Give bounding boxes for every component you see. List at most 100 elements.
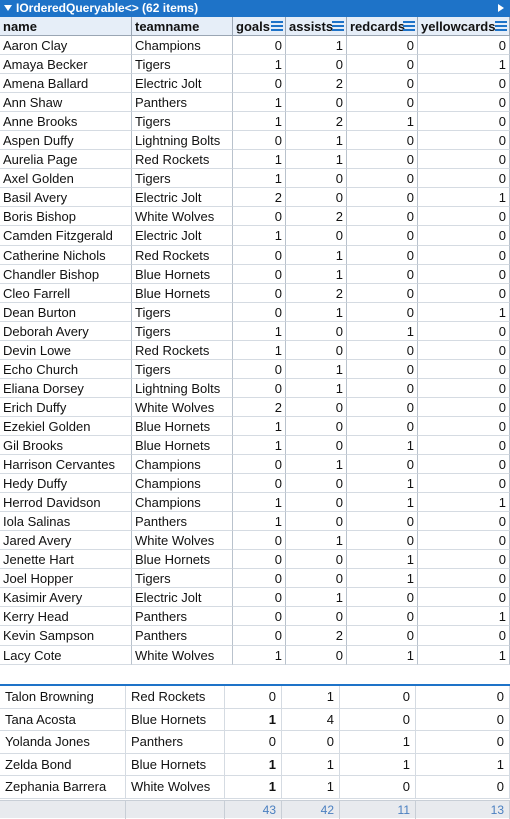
column-menu-icon[interactable] [403,21,415,32]
table-row[interactable]: Chandler Bishop Blue Hornets 0 1 0 0 [0,264,510,284]
table-row[interactable]: Jared Avery White Wolves 0 1 0 0 [0,531,510,551]
cell-assists: 4 [282,708,340,731]
cell-redcards: 1 [347,645,418,665]
table-row[interactable]: Kasimir Avery Electric Jolt 0 1 0 0 [0,588,510,608]
table-row[interactable]: Eliana Dorsey Lightning Bolts 0 1 0 0 [0,378,510,398]
table-row[interactable]: Joel Hopper Tigers 0 0 1 0 [0,569,510,589]
cell-teamname: Red Rockets [132,150,233,170]
cell-name: Jenette Hart [0,550,132,570]
table-row[interactable]: Kerry Head Panthers 0 0 0 1 [0,607,510,627]
cell-yellowcards: 0 [418,531,510,551]
table-row[interactable]: Amaya Becker Tigers 1 0 0 1 [0,55,510,75]
expand-right-triangle-icon[interactable] [498,4,504,12]
table-row[interactable]: Echo Church Tigers 0 1 0 0 [0,359,510,379]
table-row[interactable]: Zephania Barrera White Wolves 1 1 0 0 [0,776,510,799]
cell-yellowcards: 1 [418,188,510,208]
table-row[interactable]: Aurelia Page Red Rockets 1 1 0 0 [0,150,510,170]
column-header-yellowcards[interactable]: yellowcards [418,17,510,36]
cell-assists: 1 [286,588,347,608]
table-row[interactable]: Erich Duffy White Wolves 2 0 0 0 [0,397,510,417]
table-row[interactable]: Zelda Bond Blue Hornets 1 1 1 1 [0,753,510,776]
column-header-name[interactable]: name [0,17,132,36]
table-row[interactable]: Lacy Cote White Wolves 1 0 1 1 [0,645,510,665]
column-header-assists[interactable]: assists [286,17,347,36]
cell-goals: 0 [233,264,286,284]
column-header-row: name teamname goals assists redcards yellowca… [0,17,510,36]
cell-goals: 0 [233,455,286,475]
table-row[interactable]: Devin Lowe Red Rockets 1 0 0 0 [0,340,510,360]
table-row[interactable]: Dean Burton Tigers 0 1 0 1 [0,302,510,322]
column-header-redcards[interactable]: redcards [347,17,418,36]
column-header-label: redcards [350,19,405,34]
table-row[interactable]: Aspen Duffy Lightning Bolts 0 1 0 0 [0,131,510,151]
cell-goals: 0 [233,131,286,151]
cell-assists: 1 [286,150,347,170]
table-row[interactable]: Iola Salinas Panthers 1 0 0 0 [0,512,510,532]
cell-redcards: 1 [347,112,418,132]
results-title: IOrderedQueryable<> (62 items) [16,1,199,15]
table-row[interactable]: Aaron Clay Champions 0 1 0 0 [0,36,510,56]
table-row[interactable]: Harrison Cervantes Champions 0 1 0 0 [0,455,510,475]
table-row[interactable]: Jenette Hart Blue Hornets 0 0 1 0 [0,550,510,570]
cell-teamname: Electric Jolt [132,588,233,608]
cell-yellowcards: 0 [418,359,510,379]
cell-teamname: Blue Hornets [132,550,233,570]
table-row[interactable]: Deborah Avery Tigers 1 0 1 0 [0,321,510,341]
cell-assists: 1 [286,359,347,379]
table-row[interactable]: Camden Fitzgerald Electric Jolt 1 0 0 0 [0,226,510,246]
table-row[interactable]: Anne Brooks Tigers 1 2 1 0 [0,112,510,132]
table-row[interactable]: Herrod Davidson Champions 1 0 1 1 [0,493,510,513]
cell-redcards: 0 [347,378,418,398]
cell-yellowcards: 0 [416,731,510,754]
cell-redcards: 1 [340,731,416,754]
cell-goals: 1 [233,340,286,360]
table-row[interactable]: Basil Avery Electric Jolt 2 0 0 1 [0,188,510,208]
cell-redcards: 0 [347,607,418,627]
table-row[interactable]: Hedy Duffy Champions 0 0 1 0 [0,474,510,494]
cell-yellowcards: 1 [418,493,510,513]
column-menu-icon[interactable] [495,21,507,32]
cell-assists: 0 [286,569,347,589]
cell-yellowcards: 0 [418,264,510,284]
table-row[interactable]: Talon Browning Red Rockets 0 1 0 0 [0,686,510,709]
column-header-label: assists [289,19,334,34]
table-row[interactable]: Amena Ballard Electric Jolt 0 2 0 0 [0,74,510,94]
cell-redcards: 0 [347,359,418,379]
cell-teamname: Tigers [132,169,233,189]
cell-assists: 0 [286,169,347,189]
cell-name: Lacy Cote [0,645,132,665]
table-row[interactable]: Cleo Farrell Blue Hornets 0 2 0 0 [0,283,510,303]
cell-redcards: 0 [340,708,416,731]
column-header-goals[interactable]: goals [233,17,286,36]
table-row[interactable]: Tana Acosta Blue Hornets 1 4 0 0 [0,708,510,731]
total-redcards: 11 [340,801,416,819]
cell-name: Harrison Cervantes [0,455,132,475]
table-row[interactable]: Yolanda Jones Panthers 0 0 1 0 [0,731,510,754]
total-goals: 43 [225,801,282,819]
cell-yellowcards: 0 [418,207,510,227]
table-row[interactable]: Axel Golden Tigers 1 0 0 0 [0,169,510,189]
table-row[interactable]: Catherine Nichols Red Rockets 0 1 0 0 [0,245,510,265]
table-row[interactable]: Ezekiel Golden Blue Hornets 1 0 0 0 [0,416,510,436]
column-menu-icon[interactable] [332,21,344,32]
cell-assists: 1 [286,245,347,265]
cell-goals: 1 [225,753,282,776]
column-header-teamname[interactable]: teamname [132,17,233,36]
results-title-bar[interactable]: IOrderedQueryable<> (62 items) [0,0,510,17]
cell-goals: 0 [233,36,286,56]
column-menu-icon[interactable] [271,21,283,32]
table-row[interactable]: Boris Bishop White Wolves 0 2 0 0 [0,207,510,227]
table-row[interactable]: Kevin Sampson Panthers 0 2 0 0 [0,626,510,646]
cell-redcards: 0 [347,245,418,265]
cell-goals: 0 [233,588,286,608]
table-row[interactable]: Ann Shaw Panthers 1 0 0 0 [0,93,510,113]
cell-goals: 1 [233,645,286,665]
table-row[interactable]: Gil Brooks Blue Hornets 1 0 1 0 [0,435,510,456]
cell-yellowcards: 0 [416,708,510,731]
cell-goals: 0 [233,359,286,379]
collapse-triangle-icon[interactable] [4,5,12,11]
cell-teamname: Panthers [132,626,233,646]
cell-assists: 0 [286,645,347,665]
cell-teamname: Electric Jolt [132,74,233,94]
cell-name: Kasimir Avery [0,588,132,608]
